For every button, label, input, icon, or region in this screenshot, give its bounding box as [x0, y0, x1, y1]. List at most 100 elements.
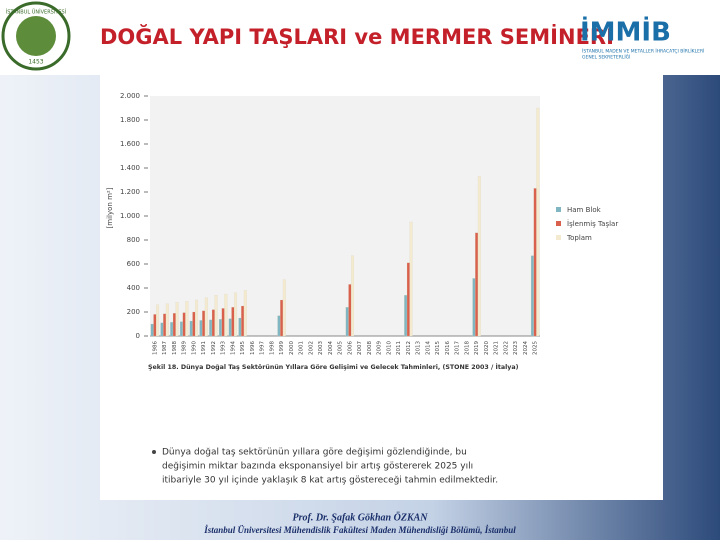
- bar: [475, 232, 479, 337]
- x-tick-label: 2025: [533, 341, 539, 355]
- y-tick-label: 0: [136, 332, 140, 340]
- x-tick-label: 2017: [455, 341, 461, 355]
- bar: [175, 302, 179, 337]
- x-tick-label: 2020: [484, 341, 490, 355]
- x-tick-label: 2008: [367, 341, 373, 355]
- plot-area: [150, 96, 540, 336]
- bar: [204, 297, 208, 337]
- x-tick-label: 1996: [250, 341, 256, 355]
- footer-affiliation: İstanbul Üniversitesi Mühendislik Fakült…: [203, 525, 516, 535]
- bar: [224, 293, 228, 337]
- x-tick-label: 1997: [260, 341, 266, 355]
- x-tick-label: 2018: [464, 341, 470, 355]
- x-tick-label: 1988: [172, 341, 178, 355]
- y-tick-label: 1.000: [120, 212, 140, 220]
- bar: [170, 322, 174, 337]
- bar: [351, 255, 355, 337]
- logo-left-year: 1453: [28, 59, 43, 66]
- y-tick-label: 800: [127, 236, 140, 244]
- x-tick-label: 2000: [289, 341, 295, 355]
- logo-left-center: [16, 16, 56, 56]
- x-tick-label: 1990: [191, 341, 197, 355]
- bar: [211, 309, 215, 337]
- logo-right-subtitle: İSTANBUL MADEN VE METALLER İHRACATÇI BİR…: [582, 48, 704, 55]
- bar: [195, 299, 199, 337]
- bullet: [152, 450, 156, 454]
- x-tick-label: 1992: [211, 341, 217, 355]
- bar: [214, 295, 218, 337]
- bar: [231, 307, 235, 337]
- bar: [345, 307, 349, 337]
- bar: [153, 314, 157, 337]
- y-tick-label: 1.200: [120, 188, 140, 196]
- bar: [185, 301, 189, 337]
- bar: [182, 312, 186, 337]
- x-tick-label: 2004: [328, 341, 334, 355]
- bar: [221, 308, 225, 337]
- x-tick-label: 1991: [201, 341, 207, 355]
- x-tick-label: 2005: [338, 341, 344, 355]
- bar: [280, 299, 284, 337]
- x-tick-label: 2024: [523, 341, 529, 355]
- legend-label: Toplam: [566, 234, 592, 242]
- bar: [406, 262, 410, 337]
- y-tick-label: 2.000: [120, 92, 140, 100]
- x-tick-label: 1995: [240, 341, 246, 355]
- y-tick-label: 1.400: [120, 164, 140, 172]
- x-tick-label: 1986: [152, 341, 158, 355]
- x-tick-label: 1999: [279, 341, 285, 355]
- x-tick-label: 2001: [299, 341, 305, 355]
- footer-author: Prof. Dr. Şafak Gökhan ÖZKAN: [292, 510, 428, 523]
- bar: [199, 320, 203, 337]
- bar: [409, 221, 413, 337]
- x-tick-label: 2012: [406, 341, 412, 355]
- x-tick-label: 1998: [269, 341, 275, 355]
- bar: [156, 304, 160, 337]
- y-tick-label: 400: [127, 284, 140, 292]
- bar: [150, 323, 154, 337]
- bar: [209, 319, 213, 337]
- x-tick-label: 2016: [445, 341, 451, 355]
- x-tick-label: 2015: [435, 341, 441, 355]
- bullet-line: Dünya doğal taş sektörünün yıllara göre …: [162, 448, 467, 458]
- x-tick-label: 2010: [386, 341, 392, 355]
- y-tick-label: 1.800: [120, 116, 140, 124]
- x-tick-label: 2002: [308, 341, 314, 355]
- bar: [472, 278, 476, 337]
- bar: [282, 279, 286, 337]
- bar: [533, 188, 537, 337]
- bar: [172, 313, 176, 337]
- bar: [218, 319, 222, 337]
- bar: [404, 295, 408, 337]
- bar: [163, 313, 167, 337]
- x-tick-label: 2009: [377, 341, 383, 355]
- x-tick-label: 1993: [221, 341, 227, 355]
- bar: [241, 305, 245, 337]
- bar: [277, 315, 281, 337]
- bar: [179, 321, 183, 337]
- bar: [189, 320, 193, 337]
- x-tick-label: 2013: [416, 341, 422, 355]
- x-tick-label: 2003: [318, 341, 324, 355]
- y-tick-label: 1.600: [120, 140, 140, 148]
- bar: [165, 303, 169, 337]
- x-tick-label: 2014: [425, 341, 431, 355]
- bullet-line: değişimin miktar bazında eksponansiyel b…: [162, 462, 473, 472]
- logo-right-name: İMMİB: [580, 16, 671, 48]
- bar: [234, 292, 238, 337]
- legend-swatch: [556, 221, 561, 226]
- bar: [536, 107, 540, 337]
- x-tick-label: 2019: [474, 341, 480, 355]
- bar: [348, 284, 352, 337]
- logo-left-text: İSTANBUL ÜNİVERSİTESİ: [6, 9, 66, 16]
- bar: [202, 310, 206, 337]
- x-tick-label: 1987: [162, 341, 168, 355]
- bar: [160, 322, 164, 337]
- slide-title: DOĞAL YAPI TAŞLARI ve MERMER SEMİNERİ: [100, 24, 614, 49]
- legend-swatch: [556, 235, 561, 240]
- x-tick-label: 2023: [513, 341, 519, 355]
- header-band: [0, 0, 720, 75]
- y-tick-label: 200: [127, 308, 140, 316]
- bar: [228, 318, 232, 337]
